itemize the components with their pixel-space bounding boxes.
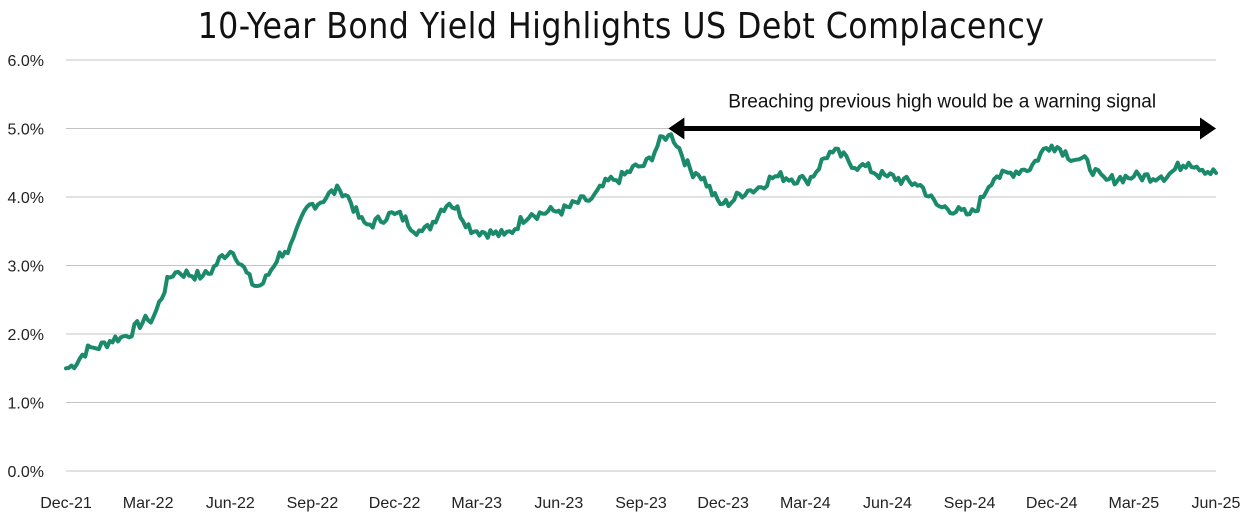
x-tick-label: Dec-23 xyxy=(697,495,749,512)
x-tick-label: Sep-24 xyxy=(944,495,996,512)
x-tick-label: Sep-22 xyxy=(287,495,339,512)
annotation: Breaching previous high would be a warni… xyxy=(668,92,1216,140)
x-tick-label: Jun-22 xyxy=(206,495,255,512)
y-tick-label: 2.0% xyxy=(8,327,44,344)
y-tick-label: 1.0% xyxy=(8,396,44,413)
arrowhead-right xyxy=(1200,117,1216,140)
x-tick-label: Sep-23 xyxy=(615,495,667,512)
x-tick-label: Jun-23 xyxy=(534,495,583,512)
chart-title: 10-Year Bond Yield Highlights US Debt Co… xyxy=(197,6,1045,47)
series-layer xyxy=(64,132,1218,371)
series-line xyxy=(64,132,1218,371)
x-axis-labels: Dec-21 Mar-22 Jun-22 Sep-22 Dec-22 Mar-23 Jun-… xyxy=(40,495,1240,512)
y-tick-label: 5.0% xyxy=(8,122,44,139)
y-axis-labels: 0.0% 1.0% 2.0% 3.0% 4.0% 5.0% 6.0% xyxy=(8,53,44,481)
x-tick-label: Mar-23 xyxy=(451,495,502,512)
x-tick-label: Dec-24 xyxy=(1026,495,1078,512)
x-tick-label: Jun-24 xyxy=(863,495,912,512)
y-tick-label: 4.0% xyxy=(8,190,44,207)
x-tick-label: Jun-25 xyxy=(1192,495,1241,512)
x-tick-label: Dec-21 xyxy=(40,495,92,512)
y-tick-label: 0.0% xyxy=(8,464,44,481)
arrowhead-left xyxy=(668,117,685,140)
x-tick-label: Mar-22 xyxy=(123,495,174,512)
x-tick-label: Dec-22 xyxy=(369,495,421,512)
y-tick-label: 3.0% xyxy=(8,259,44,276)
x-tick-label: Mar-25 xyxy=(1109,495,1160,512)
y-tick-label: 6.0% xyxy=(8,53,44,70)
x-tick-label: Mar-24 xyxy=(780,495,831,512)
annotation-label: Breaching previous high would be a warni… xyxy=(728,92,1156,113)
